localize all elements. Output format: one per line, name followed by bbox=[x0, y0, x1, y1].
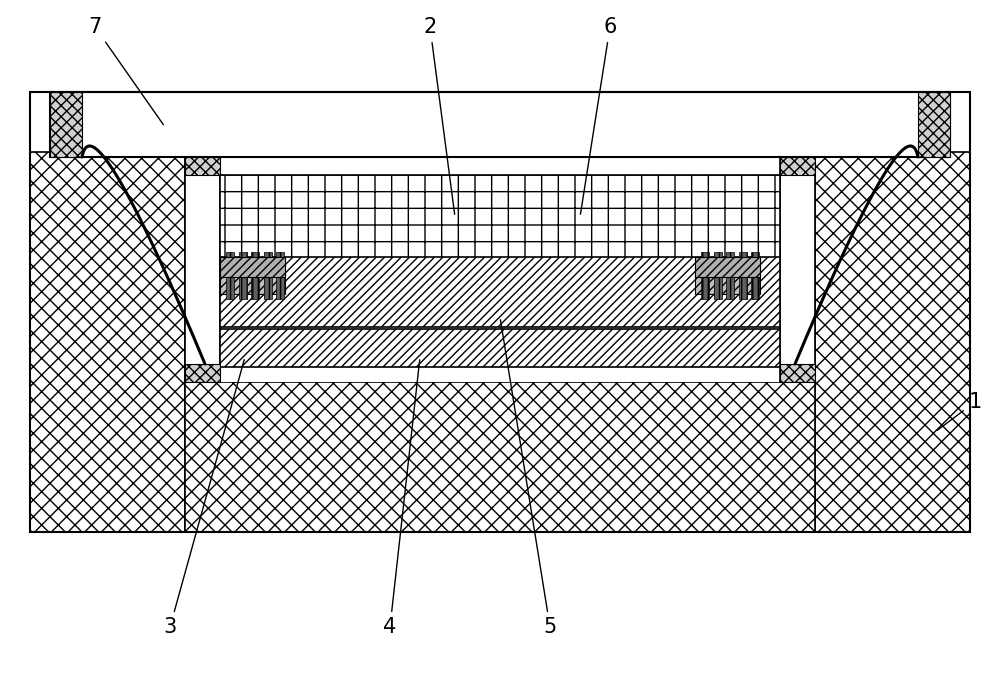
Bar bbox=[239, 252, 247, 299]
Bar bbox=[220, 175, 780, 257]
Text: 4: 4 bbox=[383, 360, 420, 637]
Bar bbox=[780, 364, 815, 382]
Bar bbox=[251, 252, 259, 299]
Bar bbox=[276, 252, 284, 299]
Bar bbox=[185, 382, 815, 532]
Bar bbox=[695, 257, 760, 294]
Bar bbox=[185, 152, 815, 382]
Bar bbox=[30, 152, 185, 532]
Bar bbox=[226, 252, 234, 299]
Bar bbox=[185, 364, 220, 382]
Bar bbox=[815, 152, 970, 532]
Bar bbox=[780, 157, 815, 382]
Bar bbox=[726, 252, 734, 299]
Bar bbox=[918, 92, 950, 157]
Text: 7: 7 bbox=[88, 17, 163, 125]
Bar bbox=[50, 92, 82, 157]
Bar bbox=[220, 257, 285, 277]
Bar bbox=[220, 255, 780, 327]
Text: 2: 2 bbox=[423, 17, 455, 214]
Bar bbox=[50, 92, 950, 157]
Text: 3: 3 bbox=[163, 359, 244, 637]
Bar bbox=[30, 92, 970, 532]
Bar bbox=[220, 329, 780, 367]
Text: 1: 1 bbox=[937, 392, 982, 430]
Bar bbox=[751, 252, 759, 299]
Bar bbox=[714, 252, 722, 299]
Bar bbox=[220, 257, 285, 294]
Bar bbox=[185, 157, 220, 175]
Text: 5: 5 bbox=[500, 320, 557, 637]
Bar bbox=[780, 157, 815, 175]
Text: 6: 6 bbox=[580, 17, 617, 214]
Bar bbox=[738, 252, 746, 299]
Bar bbox=[185, 157, 220, 382]
Bar bbox=[701, 252, 709, 299]
Bar bbox=[695, 257, 760, 277]
Bar bbox=[264, 252, 272, 299]
